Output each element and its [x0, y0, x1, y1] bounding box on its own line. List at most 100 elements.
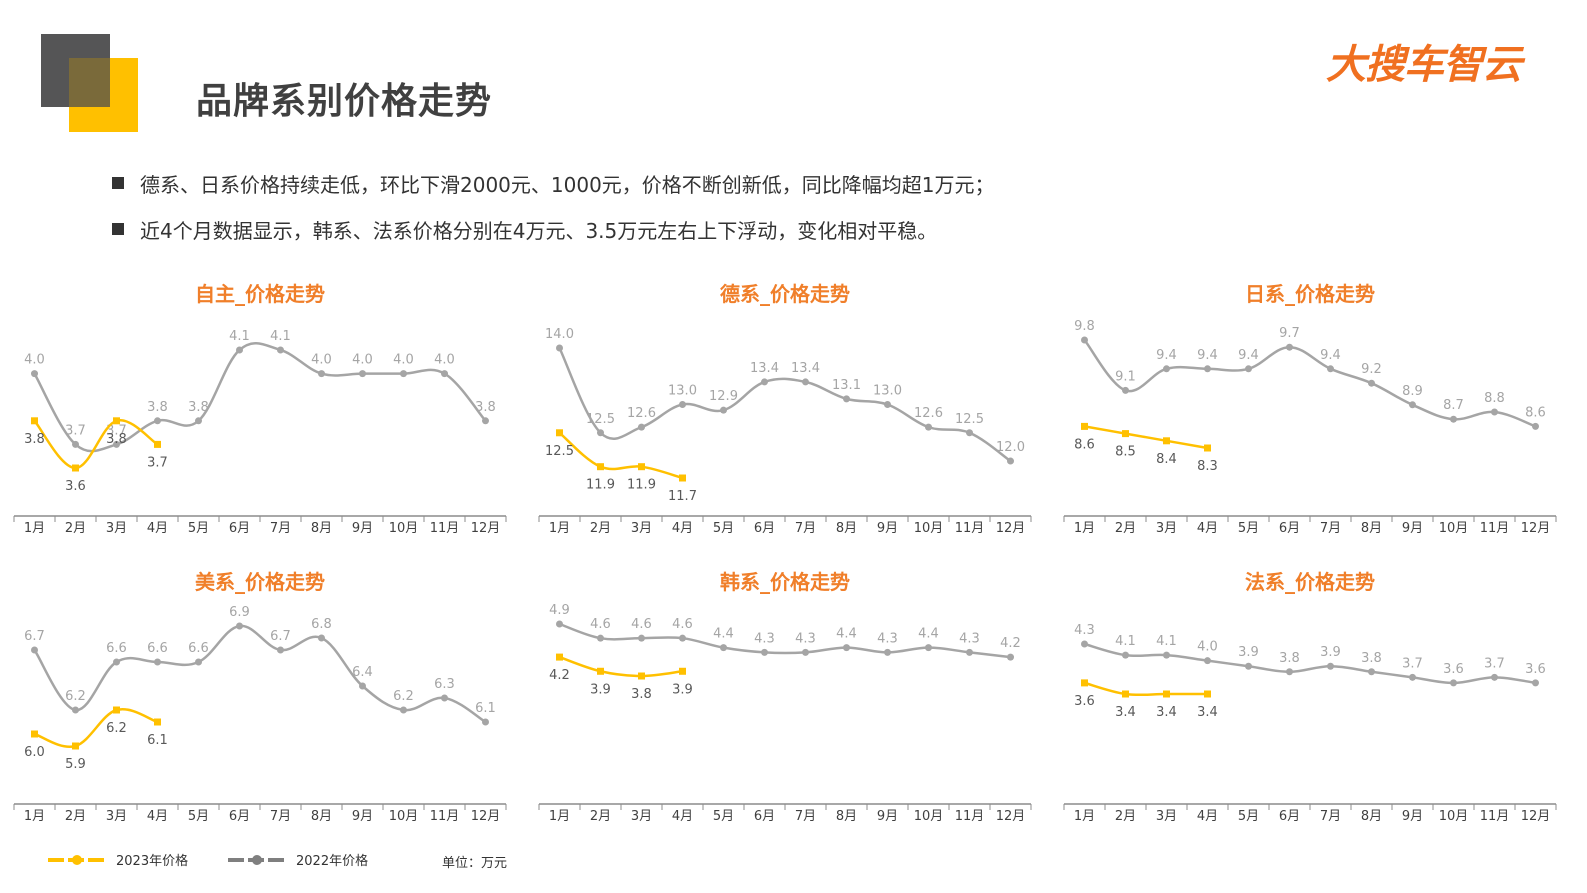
series-2023-point	[1122, 690, 1129, 698]
series-2022-point	[359, 370, 366, 378]
series-2023-data-label: 8.6	[1074, 437, 1095, 452]
x-tick-label: 5月	[1238, 521, 1259, 536]
x-tick-label: 12月	[996, 521, 1026, 536]
series-2022-data-label: 4.3	[795, 631, 816, 646]
x-tick-label: 2月	[1115, 809, 1136, 824]
series-2023-point	[1081, 679, 1088, 687]
chart-plot: 1月 2月 3月 4月 5月 6月 7月 8月 9月 10月 11月 12月 9.8 9.1 9.4 9.4 9…	[1063, 319, 1557, 536]
series-2022-data-label: 6.2	[393, 689, 414, 704]
series-2023-data-label: 8.3	[1197, 459, 1218, 474]
series-2023-point	[679, 474, 686, 482]
series-2023-point	[1204, 690, 1211, 698]
series-2023-point	[72, 742, 79, 750]
series-2023-point	[31, 417, 38, 425]
series-2022-data-label: 13.0	[873, 384, 902, 399]
series-2022-data-label: 12.9	[709, 389, 738, 404]
series-2022-point	[31, 370, 38, 378]
series-2023-data-label: 3.6	[65, 479, 86, 494]
series-2022-point	[359, 682, 366, 690]
x-tick-label: 9月	[352, 809, 373, 824]
x-tick-label: 11月	[430, 809, 460, 824]
x-tick-label: 8月	[311, 521, 332, 536]
series-2023-point	[679, 667, 686, 675]
series-2022-data-label: 3.7	[1484, 656, 1505, 671]
chart-title: 德系_价格走势	[720, 282, 850, 306]
series-2023-point	[556, 653, 563, 661]
x-tick-label: 2月	[590, 809, 611, 824]
x-tick-label: 4月	[147, 521, 168, 536]
series-2022-point	[72, 440, 79, 448]
series-2023-data-label: 6.0	[24, 745, 45, 760]
legend-2022-line-icon	[228, 854, 286, 865]
x-tick-label: 3月	[1156, 809, 1177, 824]
x-tick-label: 10月	[914, 521, 944, 536]
series-2022-data-label: 4.6	[672, 617, 693, 632]
x-tick-label: 6月	[229, 809, 250, 824]
series-2023-data-label: 12.5	[545, 444, 574, 459]
series-2022-data-label: 3.9	[1320, 645, 1341, 660]
x-tick-label: 12月	[1521, 521, 1551, 536]
series-2022-data-label: 4.0	[311, 353, 332, 368]
series-2022-point	[556, 620, 563, 628]
series-2022-data-label: 9.4	[1238, 348, 1259, 363]
series-2022-point	[441, 694, 448, 702]
chart-hanxi: 韩系_价格走势 1月 2月 3月 4月 5月 6月 7月 8月 9月 10月 11月 12月 4.9 4.…	[535, 566, 1035, 826]
series-2022-line	[33, 624, 487, 724]
series-2022-data-label: 12.6	[627, 406, 656, 421]
series-2023-data-label: 8.4	[1156, 452, 1177, 467]
series-2022-data-label: 4.3	[754, 631, 775, 646]
x-tick-label: 11月	[1480, 809, 1510, 824]
series-2023-data-label: 11.7	[668, 489, 697, 504]
series-2023-point	[31, 730, 38, 738]
x-tick-label: 10月	[1439, 521, 1469, 536]
series-2022-point	[1163, 651, 1170, 659]
series-2022-point	[679, 401, 686, 409]
x-tick-label: 1月	[24, 809, 45, 824]
series-2022-data-label: 6.8	[311, 617, 332, 632]
series-2023-data-label: 3.4	[1115, 705, 1136, 720]
series-2022-point	[1450, 679, 1457, 687]
series-2022-data-label: 3.8	[475, 400, 496, 415]
series-2023-point	[113, 417, 120, 425]
series-2022-point	[277, 346, 284, 354]
series-2022-point	[1368, 379, 1375, 387]
x-tick-label: 7月	[270, 809, 291, 824]
series-2022-point	[843, 395, 850, 403]
series-2022-point	[1245, 365, 1252, 373]
series-2022-data-label: 9.7	[1279, 326, 1300, 341]
x-tick-label: 3月	[631, 521, 652, 536]
series-2022-point	[1409, 401, 1416, 409]
chart-plot: 1月 2月 3月 4月 5月 6月 7月 8月 9月 10月 11月 12月 14.0 12.5 12.6 1…	[538, 327, 1032, 536]
x-tick-label: 1月	[24, 521, 45, 536]
series-2022-line	[559, 622, 1011, 659]
series-2022-point	[113, 658, 120, 666]
x-tick-label: 3月	[1156, 521, 1177, 536]
series-2022-data-label: 8.7	[1443, 398, 1464, 413]
bullet-text: 近4个月数据显示，韩系、法系价格分别在4万元、3.5万元左右上下浮动，变化相对平…	[140, 218, 938, 243]
series-2023-data-label: 8.5	[1115, 445, 1136, 460]
x-tick-label: 6月	[754, 809, 775, 824]
series-2022-data-label: 3.8	[188, 400, 209, 415]
series-2022-point	[1007, 653, 1014, 661]
series-2022-data-label: 4.6	[631, 617, 652, 632]
series-2023-point	[1163, 437, 1170, 445]
series-2022-data-label: 8.9	[1402, 384, 1423, 399]
chart-meixi: 美系_价格走势 1月 2月 3月 4月 5月 6月 7月 8月 9月 10月 11月 12月 6.7 6.…	[10, 566, 510, 826]
series-2022-point	[802, 648, 809, 656]
series-2022-data-label: 6.6	[147, 641, 168, 656]
chart-dexi: 德系_价格走势 1月 2月 3月 4月 5月 6月 7月 8月 9月 10月 11月 12月 14.0 1…	[535, 278, 1035, 538]
series-2022-point	[1163, 365, 1170, 373]
series-2022-data-label: 3.8	[1361, 651, 1382, 666]
series-2023-data-label: 11.9	[627, 478, 656, 493]
series-2022-data-label: 9.1	[1115, 369, 1136, 384]
series-2023-data-label: 5.9	[65, 757, 86, 772]
series-2023-point	[154, 440, 161, 448]
series-2022-point	[925, 423, 932, 431]
x-tick-label: 3月	[106, 521, 127, 536]
series-2023-data-label: 3.8	[24, 432, 45, 447]
bullet-item: 近4个月数据显示，韩系、法系价格分别在4万元、3.5万元左右上下浮动，变化相对平…	[112, 206, 995, 252]
series-2022-data-label: 6.7	[24, 629, 45, 644]
x-tick-label: 4月	[672, 809, 693, 824]
x-tick-label: 7月	[795, 809, 816, 824]
series-2022-point	[1409, 673, 1416, 681]
